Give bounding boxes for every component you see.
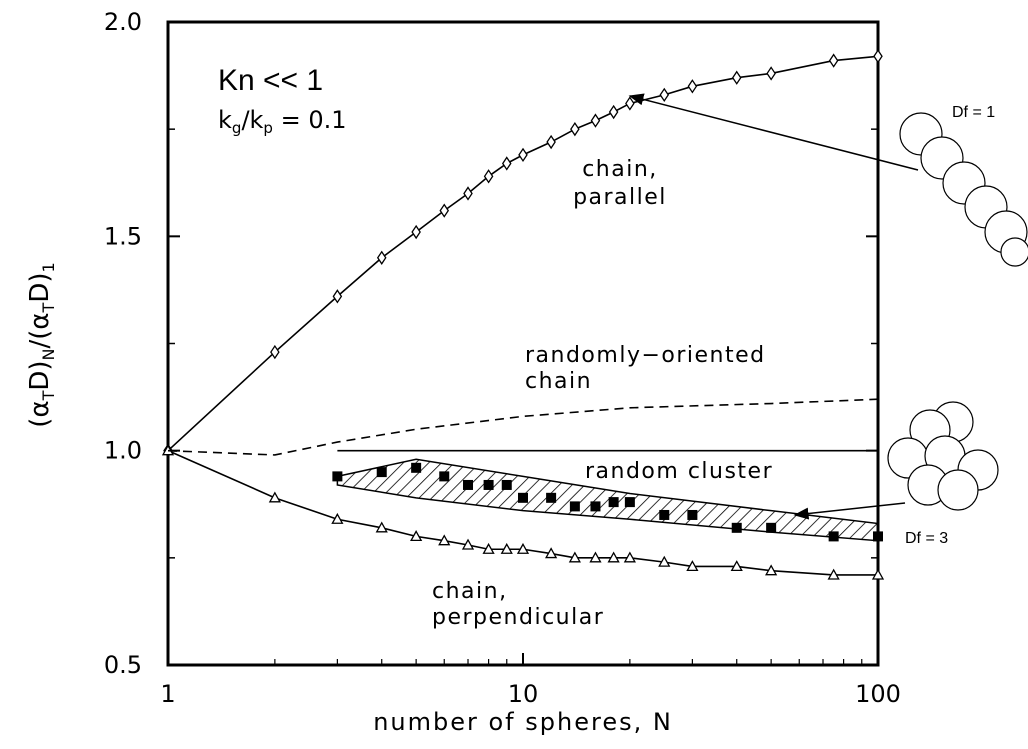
y-axis-label-part: 1 [39,262,58,272]
diamond-marker [411,224,421,240]
y-axis-label-part: T [39,390,58,401]
y-axis-label-part: D) [25,360,55,390]
series-label: chain, [582,157,658,182]
y-axis-label-part: (α [25,400,55,427]
x-axis-label: number of spheres, N [373,708,673,736]
triangle-marker [607,551,620,563]
triangle-marker [500,542,513,554]
diamond-marker [439,203,450,218]
diamond-marker [570,121,580,137]
annotation-part: /k [241,106,263,134]
diamond-marker [270,344,280,360]
series-label: parallel [573,185,667,210]
y-tick-label: 2.0 [104,8,142,36]
triangle-marker [331,512,344,524]
triangle-marker [686,560,699,572]
diamond-marker [625,96,635,111]
diamond-marker [687,79,698,94]
diamond-marker [731,70,742,85]
diamond-marker [766,66,776,81]
x-tick-label: 10 [508,680,539,708]
x-tick-label: 1 [160,680,175,708]
series-label: randomly−oriented [525,343,766,368]
diamond-marker [608,104,619,120]
arrow [793,502,906,520]
triangle-marker [730,560,743,572]
series-label: perpendicular [432,605,604,630]
triangle-marker [871,568,885,580]
annotation-part: k [218,106,232,134]
annotation: kg/kp = 0.1 [218,106,347,137]
annotation-part: = 0.1 [273,106,347,134]
diamond-marker [873,49,883,64]
triangle-marker [410,530,423,542]
y-tick-label: 0.5 [104,651,142,679]
diamond-marker [483,169,494,184]
x-tick-label: 100 [855,680,901,708]
triangle-marker [545,547,558,559]
y-tick-label: 1.0 [104,437,142,465]
annotation: Kn << 1 [218,64,323,97]
hatched-band [336,458,879,542]
triangle-marker [589,551,602,563]
triangle-marker [765,564,778,576]
y-axis-label-part: /(α [25,312,55,348]
triangle-marker [461,538,475,550]
annotation-part: p [263,119,273,137]
diamond-marker [332,289,343,304]
triangle-marker [268,491,281,503]
triangle-marker [482,542,495,554]
diamond-marker [828,53,839,68]
triangle-marker [623,551,636,563]
cluster-illustration [887,401,999,511]
triangle-marker [827,568,840,580]
y-tick-label: 1.5 [104,222,142,250]
diamond-marker [463,186,473,201]
diamond-marker [659,87,670,103]
triangle-marker [568,551,581,563]
triangle-marker [658,555,671,567]
y-axis-label-part: N [39,348,58,360]
diamond-marker [501,156,512,171]
triangle-marker [438,534,451,546]
y-axis-label: (αTD)N/(αTD)1 [25,262,58,427]
diamond-marker [546,134,556,150]
diamond-marker [518,147,528,163]
y-axis-label-part: D) [25,272,55,302]
chain-illustration [899,112,1028,267]
y-axis-label-part: T [39,302,58,313]
diamond-marker [376,250,387,265]
annotation: Df = 1 [952,104,995,121]
series-line [167,398,879,456]
arrow [628,93,919,171]
series-label: chain [525,369,592,394]
series-label: random cluster [585,459,773,484]
diamond-marker [590,113,601,128]
annotation: Df = 3 [905,530,948,547]
triangle-marker [375,521,388,533]
annotation-part: g [232,119,242,137]
series-label: chain, [432,579,508,604]
triangle-marker [516,542,530,554]
